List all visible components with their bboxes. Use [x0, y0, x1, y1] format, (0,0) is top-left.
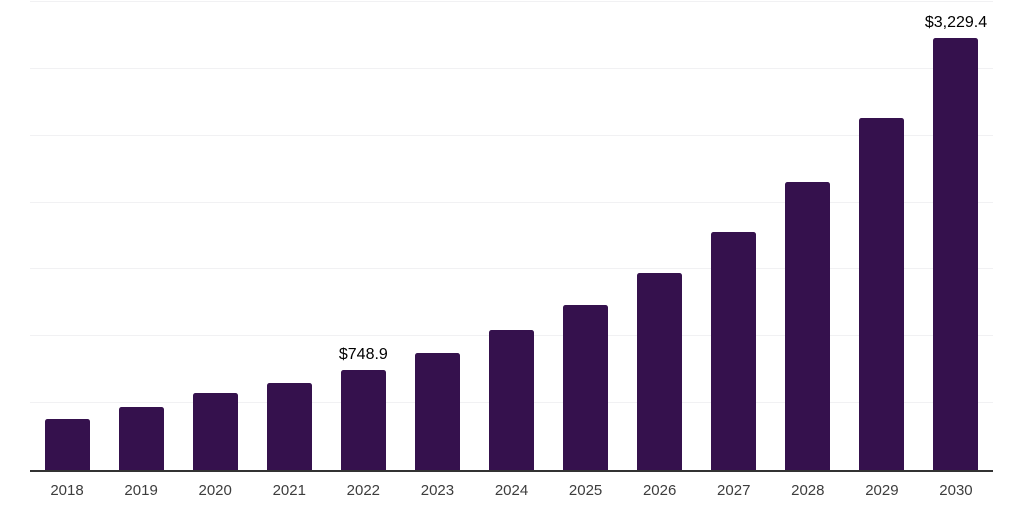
x-tick-2022: 2022	[346, 482, 381, 499]
bar-slot-2029	[845, 2, 919, 470]
x-tick-2019: 2019	[124, 482, 158, 499]
bar-2026[interactable]	[637, 273, 683, 470]
bar-2020[interactable]	[192, 393, 238, 470]
bar-2025[interactable]	[563, 305, 609, 470]
bar-slot-2028	[771, 2, 845, 470]
bar-2027[interactable]	[711, 232, 757, 470]
bar-2024[interactable]	[489, 330, 534, 470]
x-tick-2026: 2026	[642, 482, 677, 499]
gridline-3500	[30, 1, 993, 2]
x-tick-2020: 2020	[198, 482, 232, 499]
bar-2023[interactable]	[414, 353, 460, 470]
x-tick-2024: 2024	[494, 482, 529, 499]
bar-2030[interactable]	[933, 38, 979, 470]
bar-2028[interactable]	[785, 181, 831, 470]
bar-2021[interactable]	[266, 383, 312, 470]
x-tick-2018: 2018	[50, 482, 84, 499]
data-label-2022: $748.9	[338, 345, 388, 363]
x-tick-2027: 2027	[717, 482, 751, 499]
bar-slot-2022: $748.9	[326, 2, 400, 470]
gridline-2000	[30, 201, 993, 203]
bar-2022[interactable]	[340, 369, 386, 470]
x-tick-2021: 2021	[272, 482, 306, 499]
plot-area: $748.9 $3,229.4	[30, 1, 993, 472]
bar-2018[interactable]	[44, 419, 90, 470]
bar-2029[interactable]	[859, 118, 905, 470]
data-label-2030: $3,229.4	[924, 14, 988, 32]
bar-slot-2020	[178, 2, 252, 470]
bar-slot-2024	[474, 2, 548, 470]
bar-slot-2027	[697, 2, 771, 470]
bar-slot-2030: $3,229.4	[919, 2, 993, 470]
bar-slot-2026	[623, 2, 697, 470]
bar-slot-2021	[252, 2, 326, 470]
x-tick-2029: 2029	[865, 482, 899, 499]
bar-slot-2018	[30, 2, 104, 470]
x-tick-2023: 2023	[420, 482, 455, 499]
bar-slot-2023	[400, 2, 474, 470]
gridline-1500	[30, 268, 993, 270]
gridline-3000	[30, 67, 993, 69]
x-tick-2028: 2028	[791, 482, 825, 499]
bar-slot-2019	[104, 2, 178, 470]
x-axis: 2018 2019 2020 2021 2022 2023 2024 2025 2026 2027…	[30, 482, 993, 499]
x-tick-2030: 2030	[939, 482, 973, 499]
bar-slot-2025	[549, 2, 623, 470]
x-tick-2025: 2025	[568, 482, 603, 499]
gridline-2500	[30, 134, 993, 136]
bars-row: $748.9 $3,229.4	[30, 2, 993, 470]
bar-2019[interactable]	[118, 407, 164, 470]
